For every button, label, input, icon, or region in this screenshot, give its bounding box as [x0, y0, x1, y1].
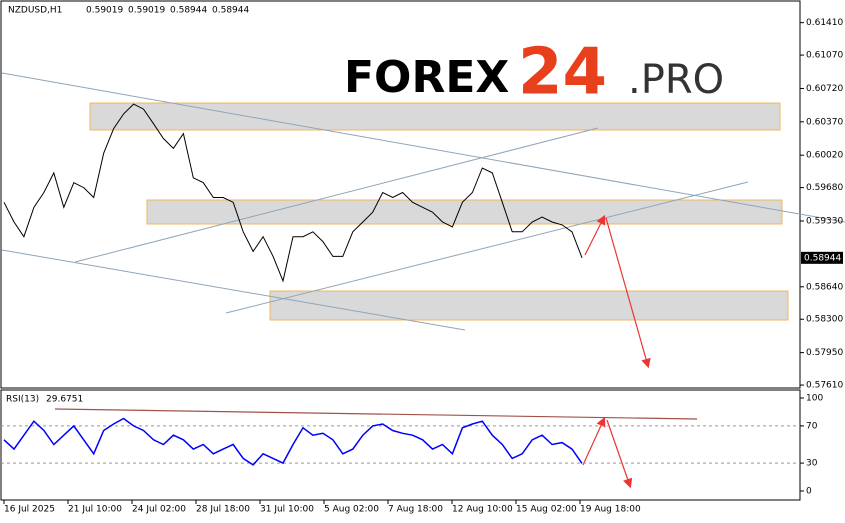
y-tick-label: 0.59330 [806, 217, 843, 227]
logo-suffix: .PRO [628, 57, 724, 103]
y-tick-label: 100 [806, 393, 823, 403]
trend-line [225, 181, 749, 314]
x-tick-label: 24 Jul 02:00 [132, 505, 186, 515]
x-tick-label: 12 Aug 10:00 [452, 505, 513, 515]
forecast-arrow [605, 217, 651, 369]
pivot-zone [146, 199, 783, 225]
x-tick-label: 15 Aug 02:00 [516, 505, 577, 515]
x-tick-label: 7 Aug 18:00 [388, 505, 443, 515]
rsi-trend-line [54, 408, 698, 420]
price-label: 0.58944 [804, 253, 841, 263]
x-tick-label: 28 Jul 18:00 [196, 505, 250, 515]
ohlc-close: 0.58944 [212, 6, 249, 16]
rsi-panel [0, 389, 801, 501]
y-tick-label: 0 [806, 486, 812, 496]
y-tick-label: 0.58300 [806, 315, 843, 325]
logo-text: FOREX [344, 52, 509, 103]
y-tick-label: 70 [806, 421, 818, 431]
y-tick-label: 0.59680 [806, 183, 843, 193]
symbol-title: NZDUSD,H1 [8, 6, 62, 16]
y-tick-label: 0.60720 [806, 84, 843, 94]
x-tick-label: 16 Jul 2025 [4, 505, 55, 515]
trend-line [1, 72, 845, 223]
y-tick-label: 0.58640 [806, 282, 843, 292]
x-tick-label: 19 Aug 18:00 [580, 505, 641, 515]
y-tick-label: 0.60370 [806, 117, 843, 127]
ohlc-low: 0.58944 [170, 6, 207, 16]
forecast-arrow [606, 419, 633, 489]
y-tick-label: 0.61070 [806, 51, 843, 61]
forecast-arrow [582, 416, 606, 466]
x-tick-label: 31 Jul 10:00 [260, 505, 314, 515]
rsi-value: 29.6751 [46, 395, 83, 405]
forecast-arrows [582, 214, 651, 489]
ohlc-open: 0.59019 [86, 6, 123, 16]
series-line [3, 103, 583, 283]
ohlc-high: 0.59019 [128, 6, 165, 16]
price-panel [0, 0, 801, 389]
logo-number: 24 [518, 36, 607, 110]
rsi-title: RSI(13) [6, 395, 39, 405]
y-tick-label: 0.60020 [806, 151, 843, 161]
price-label-box [801, 251, 843, 264]
support-zone [269, 290, 789, 321]
forecast-arrow [584, 214, 606, 256]
resistance-zone [89, 102, 781, 131]
trend-line [74, 127, 599, 263]
y-tick-label: 0.61410 [806, 18, 843, 28]
trend-lines [1, 72, 845, 331]
y-tick-label: 0.57610 [806, 381, 843, 391]
x-tick-label: 21 Jul 10:00 [68, 505, 122, 515]
series-line [3, 417, 583, 466]
y-tick-label: 0.57950 [806, 348, 843, 358]
trend-line [1, 249, 466, 331]
y-tick-label: 30 [806, 459, 818, 469]
x-tick-label: 5 Aug 02:00 [324, 505, 379, 515]
